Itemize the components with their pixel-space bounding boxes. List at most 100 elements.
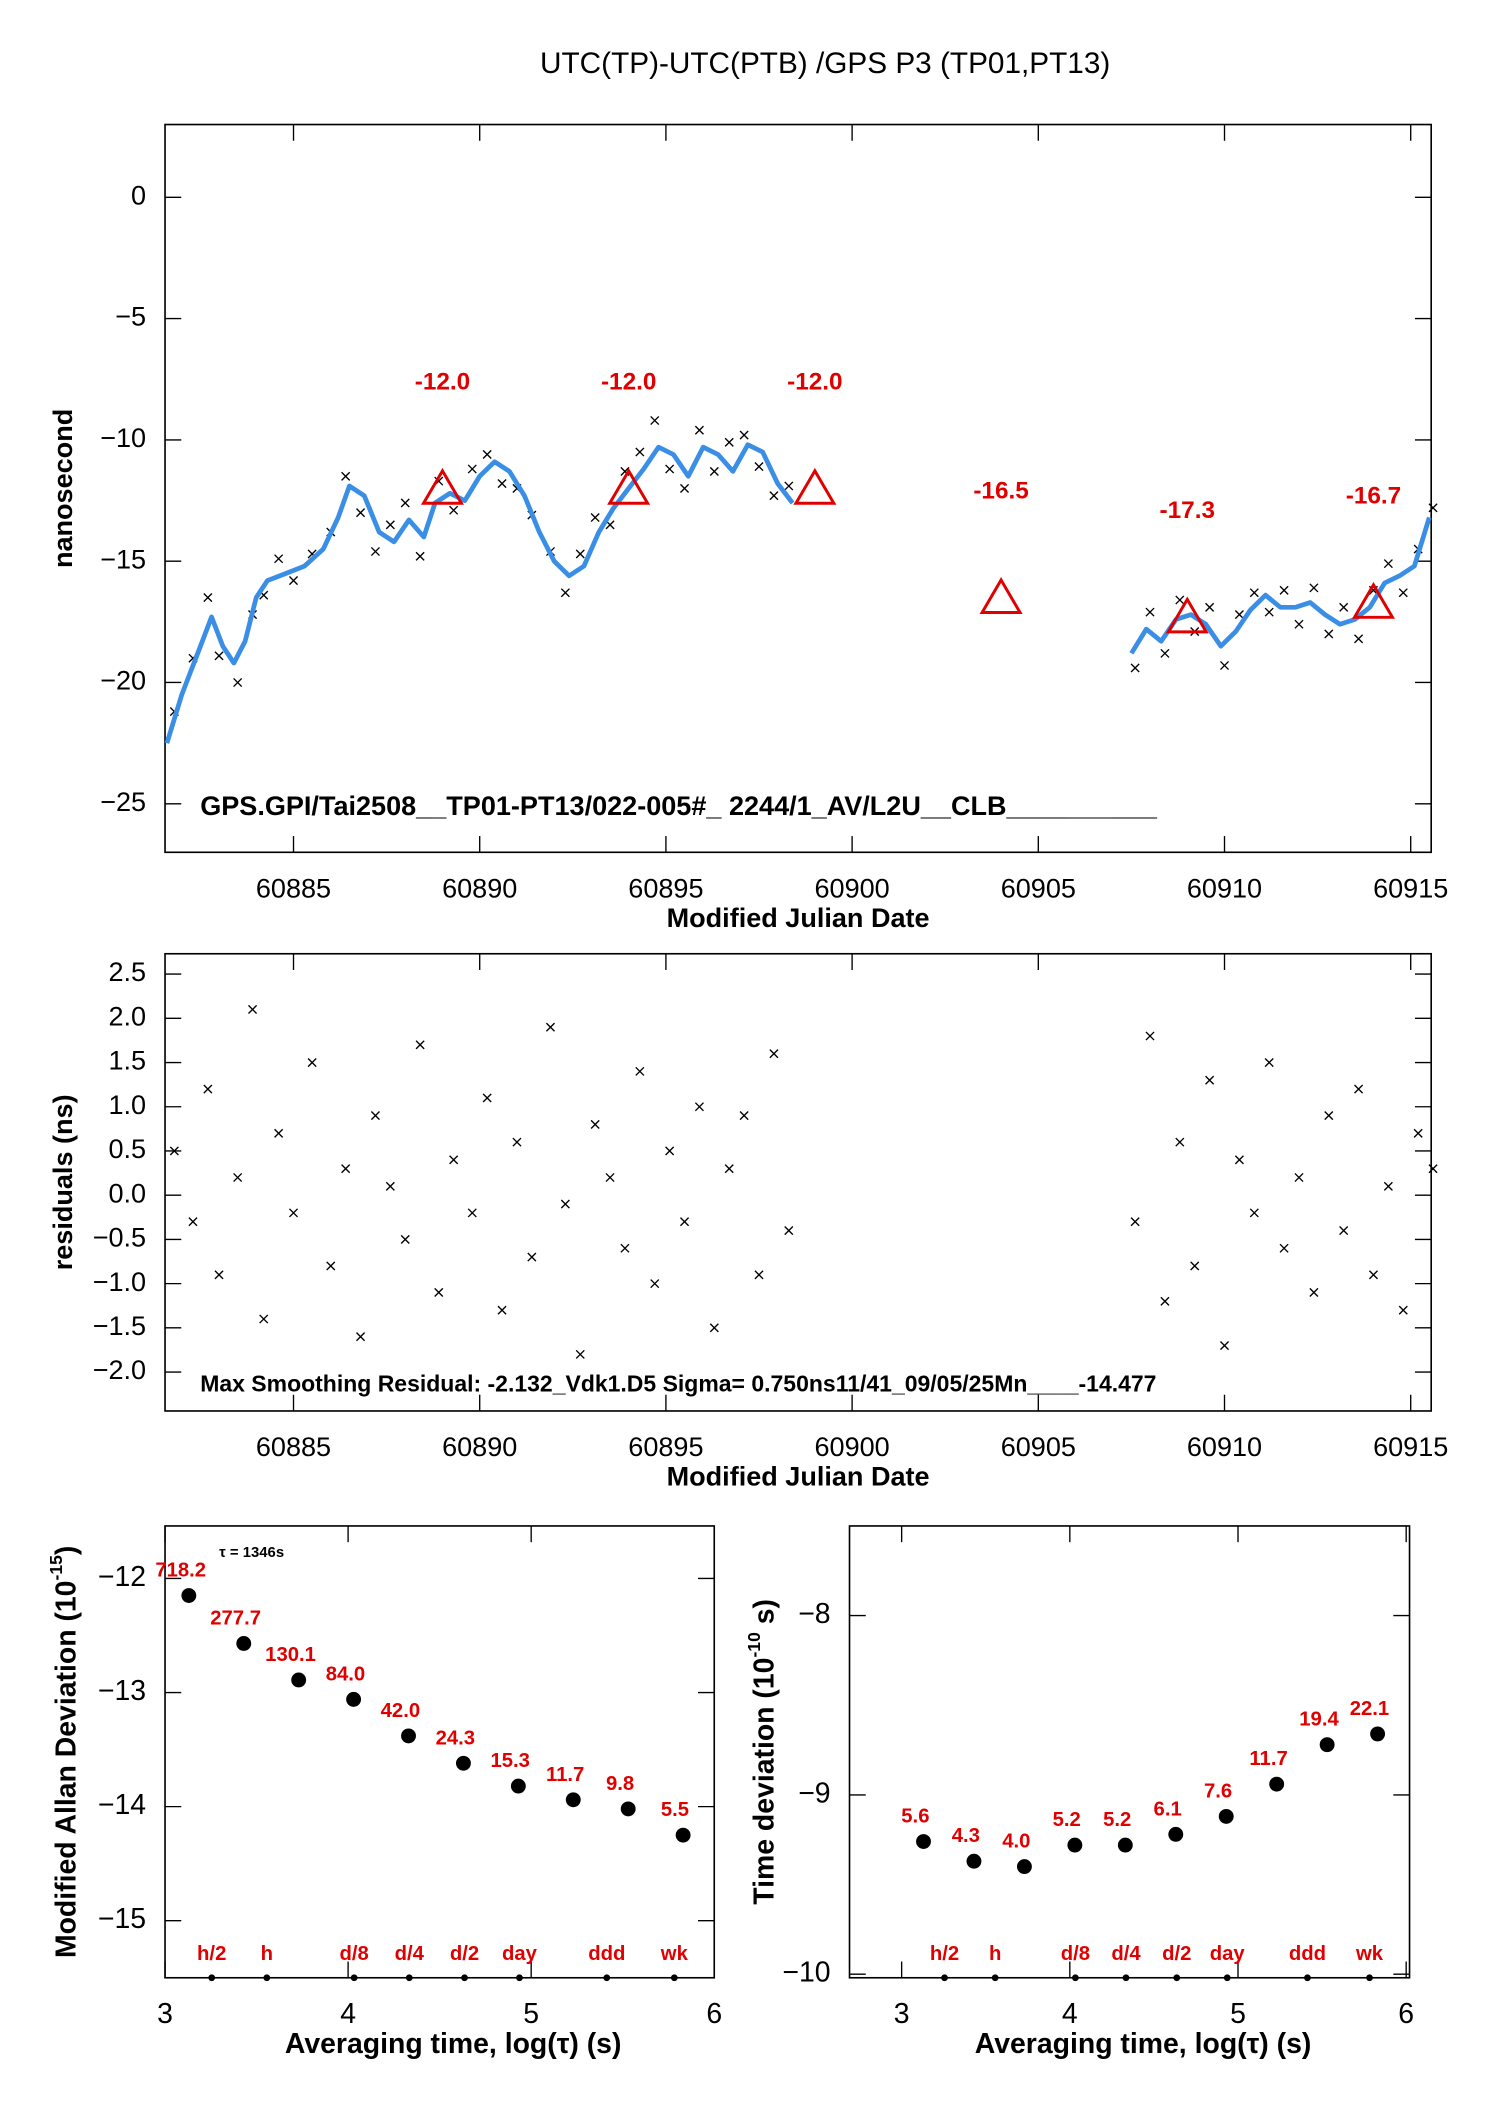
tau-mark: [1173, 1974, 1181, 1982]
data-point: [1339, 1226, 1349, 1236]
y-tick-label: −15: [98, 1903, 146, 1935]
data-point: [1175, 595, 1185, 605]
data-point: [188, 1217, 198, 1227]
data-point: [679, 1217, 690, 1227]
data-point: [1309, 1287, 1319, 1298]
smoothed-line: [164, 442, 1432, 744]
chart-title: UTC(TP)-UTC(PTB) /GPS P3 (TP01,PT13): [540, 47, 1110, 80]
y-axis-label: Modified Allan Deviation (10-15): [45, 1546, 82, 1958]
data-point: [620, 1243, 630, 1253]
tau-mark: [1223, 1974, 1231, 1982]
value-label: -16.5: [973, 477, 1028, 504]
data-point: [665, 1146, 675, 1156]
data-point: [274, 554, 284, 564]
point-annotation: 5.6: [901, 1806, 929, 1828]
point-annotation: 11.7: [1249, 1748, 1287, 1770]
data-point: [1398, 1305, 1408, 1315]
data-point: [675, 1827, 691, 1843]
tau-mark-label: h/2: [197, 1943, 226, 1965]
y-axis-label-text: residuals (ns): [48, 1094, 78, 1270]
data-point: [1383, 559, 1393, 569]
annotation: GPS.GPI/Tai2508__TP01-PT13/022-005#_ 224…: [200, 791, 1158, 821]
data-point: [214, 1270, 224, 1280]
data-point: [709, 1323, 719, 1333]
data-point: [385, 1181, 395, 1191]
point-annotation: 4.0: [1002, 1831, 1030, 1853]
data-point: [356, 1332, 366, 1342]
y-axis-label: Time deviation (10-10 s): [743, 1599, 780, 1905]
data-point: [291, 1672, 307, 1688]
tau-mark: [350, 1974, 358, 1982]
data-point: [203, 593, 213, 603]
x-tick-label: 60910: [1187, 1432, 1262, 1462]
x-tick-label: 60910: [1187, 873, 1262, 903]
data-point: [1175, 1137, 1185, 1147]
data-point: [1190, 1261, 1200, 1271]
data-point: [482, 449, 492, 459]
point-annotation: 4.3: [952, 1825, 980, 1847]
x-tick-label: 60915: [1373, 873, 1448, 903]
data-point: [527, 1252, 537, 1262]
data-point: [724, 437, 734, 447]
tau-mark-label: d/4: [1111, 1943, 1141, 1965]
data-point: [356, 508, 366, 518]
data-point: [575, 1349, 585, 1359]
x-tick-label: 4: [340, 1998, 356, 2030]
data-point: [288, 1208, 299, 1218]
point-annotation: 15.3: [490, 1750, 529, 1772]
tau-mark: [670, 1974, 678, 1982]
point-annotation: 277.7: [210, 1607, 261, 1629]
data-point: [482, 1093, 492, 1103]
data-point: [449, 1155, 459, 1165]
data-point: [449, 505, 459, 515]
point-annotation: 5.5: [661, 1799, 689, 1821]
data-point: [1160, 648, 1170, 658]
data-point: [1016, 1859, 1032, 1875]
data-point: [590, 512, 600, 523]
data-point: [754, 462, 764, 472]
triangle-marker: [1351, 581, 1395, 619]
annotation: Max Smoothing Residual: -2.132_Vdk1.D5 S…: [200, 1370, 1156, 1396]
data-point: [233, 677, 243, 688]
y-tick-label: 0.0: [108, 1178, 146, 1208]
y-axis-label: residuals (ns): [48, 1094, 78, 1270]
tau-mark: [1071, 1974, 1079, 1982]
data-point: [1324, 1111, 1334, 1121]
tau-mark: [516, 1974, 523, 1982]
y-tick-label: −5: [115, 302, 146, 332]
data-point: [1319, 1737, 1335, 1753]
point-annotation: 22.1: [1350, 1698, 1389, 1720]
plot-frame: [164, 952, 1432, 1412]
point-annotation: 9.8: [606, 1773, 634, 1795]
value-label: -12.0: [415, 368, 470, 395]
x-tick-label: 60885: [256, 873, 331, 903]
data-point: [259, 1314, 269, 1324]
y-tick-label: −8: [798, 1598, 830, 1630]
x-tick-label: 60905: [1001, 873, 1076, 903]
plot-frame: [164, 123, 1432, 854]
x-tick-label: 60885: [256, 1432, 331, 1462]
tau-mark-label: day: [502, 1943, 538, 1965]
data-point: [1383, 1181, 1393, 1191]
y-axis-label-exponent: -15: [45, 1555, 65, 1581]
x-tick-label: 3: [894, 1998, 910, 2030]
x-tick-label: 60895: [628, 1432, 703, 1462]
data-point: [1309, 583, 1319, 593]
data-point: [415, 1040, 425, 1050]
y-axis-label-end: ): [50, 1546, 82, 1555]
data-point: [635, 1066, 645, 1076]
data-point: [1279, 585, 1289, 595]
data-point: [1145, 1031, 1155, 1041]
data-point: [1324, 629, 1334, 639]
x-axis-label: Modified Julian Date: [667, 1462, 930, 1492]
data-point: [1398, 588, 1408, 598]
tau-mark-label: d/8: [1061, 1943, 1090, 1965]
y-tick-label: 0: [131, 180, 146, 210]
data-point: [754, 1270, 764, 1280]
data-point: [724, 1164, 734, 1174]
y-tick-label: −1.0: [93, 1267, 146, 1297]
data-point: [1269, 1776, 1285, 1792]
x-tick-label: 5: [1230, 1998, 1246, 2030]
y-axis-label: nanosecond: [48, 409, 78, 568]
tau-mark-label: d/8: [339, 1943, 368, 1965]
